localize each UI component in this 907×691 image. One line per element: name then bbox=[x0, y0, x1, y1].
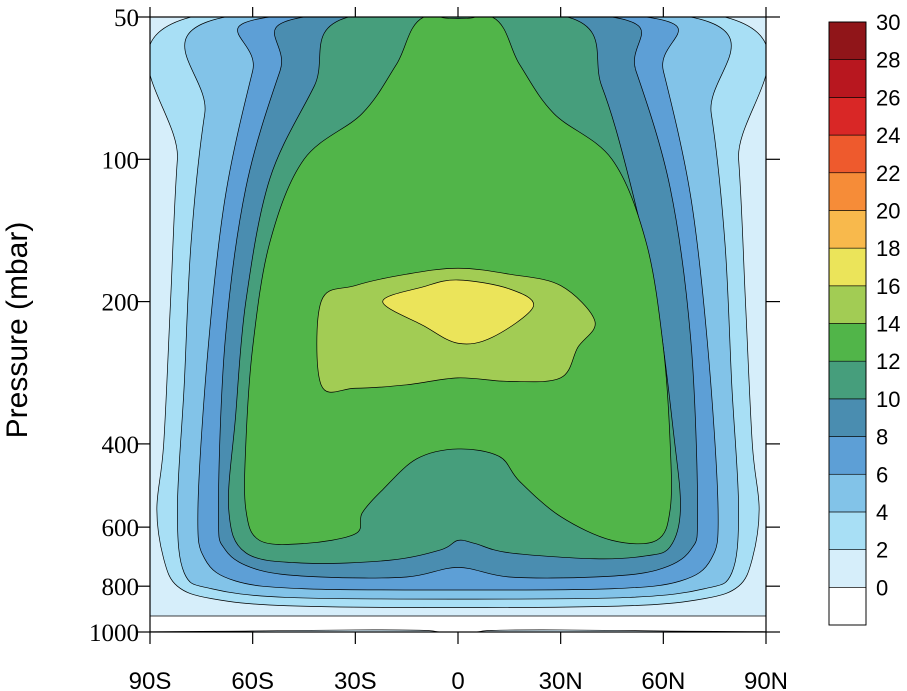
y-axis-label: Pressure (mbar) bbox=[1, 222, 34, 439]
colorbar-swatch bbox=[828, 436, 867, 475]
y-tick-label: 800 bbox=[102, 574, 140, 601]
colorbar-label: 22 bbox=[876, 161, 900, 186]
axis-ticks bbox=[136, 7, 780, 644]
y-tick-label: 50 bbox=[114, 5, 139, 32]
colorbar-label: 20 bbox=[876, 198, 900, 223]
colorbar-label: 2 bbox=[876, 538, 888, 563]
colorbar-label: 18 bbox=[876, 236, 900, 261]
colorbar-label: 10 bbox=[876, 387, 900, 412]
y-tick-label: 1000 bbox=[89, 620, 139, 647]
x-tick-label: 60N bbox=[641, 668, 685, 691]
colorbar-swatch bbox=[828, 134, 867, 174]
colorbar-label: 14 bbox=[876, 312, 900, 337]
colorbar-label: 24 bbox=[876, 123, 900, 148]
x-tick-label: 90S bbox=[129, 668, 172, 691]
colorbar-label: 4 bbox=[876, 500, 888, 525]
colorbar-swatch bbox=[828, 21, 867, 60]
x-tick-label: 60S bbox=[231, 668, 274, 691]
colorbar-label: 12 bbox=[876, 349, 900, 374]
colorbar-swatch bbox=[828, 97, 867, 136]
colorbar-label: 6 bbox=[876, 462, 888, 487]
x-tick-label: 0 bbox=[451, 668, 464, 691]
colorbar-swatch bbox=[828, 549, 867, 588]
x-tick-label: 30S bbox=[334, 668, 377, 691]
colorbar-label: 30 bbox=[876, 10, 900, 35]
x-tick-labels: 90S 60S 30S 0 30N 60N 90N bbox=[129, 668, 788, 691]
colorbar-swatch bbox=[828, 172, 867, 211]
colorbar-label: 26 bbox=[876, 85, 900, 110]
contour-regions bbox=[150, 17, 766, 632]
x-tick-label: 90N bbox=[744, 668, 788, 691]
colorbar-label: 0 bbox=[876, 575, 888, 600]
y-tick-label: 400 bbox=[102, 432, 140, 459]
colorbar-swatch bbox=[828, 323, 867, 362]
colorbar-swatch bbox=[828, 511, 867, 550]
colorbar-label: 28 bbox=[876, 48, 900, 73]
colorbar-swatch bbox=[828, 285, 867, 324]
colorbar-swatch bbox=[828, 247, 867, 287]
colorbar-frame bbox=[828, 21, 867, 626]
y-tick-labels: 50 100 200 400 600 800 1000 bbox=[89, 5, 139, 647]
colorbar-swatch bbox=[828, 587, 867, 626]
y-tick-label: 600 bbox=[102, 515, 140, 542]
y-tick-label: 200 bbox=[102, 290, 140, 317]
colorbar-label: 16 bbox=[876, 274, 900, 299]
colorbar-swatch bbox=[828, 360, 867, 400]
colorbar-swatch bbox=[828, 473, 867, 513]
colorbar-swatch bbox=[828, 210, 867, 249]
colorbar-label: 8 bbox=[876, 425, 888, 450]
contour-region-16 bbox=[382, 279, 534, 345]
y-tick-label: 100 bbox=[102, 147, 140, 174]
colorbar-swatch bbox=[828, 59, 867, 98]
x-tick-label: 30N bbox=[539, 668, 583, 691]
colorbar-swatch bbox=[828, 398, 867, 437]
